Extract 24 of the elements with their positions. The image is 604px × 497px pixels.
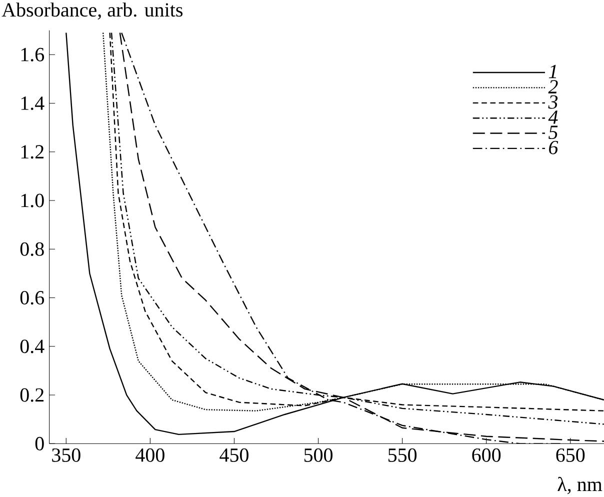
- legend-label: 5: [548, 126, 558, 140]
- legend-label: 4: [548, 110, 558, 124]
- x-tick-label: 600: [472, 448, 501, 462]
- y-tick-label: 0.8: [20, 242, 44, 256]
- legend-label: 2: [548, 80, 558, 94]
- y-tick-label: 0.2: [20, 388, 44, 402]
- y-tick-label: 1.4: [21, 96, 44, 110]
- y-tick-label: 0.6: [20, 290, 44, 305]
- legend-label: 1: [548, 64, 556, 78]
- y-tick-label: 1.2: [21, 145, 44, 159]
- y-tick-label: 0: [35, 436, 44, 450]
- x-tick-label: 650: [556, 448, 585, 462]
- x-tick-label: 350: [52, 448, 80, 462]
- x-tick-label: 500: [304, 448, 333, 462]
- y-tick-label: 0.4: [20, 340, 44, 354]
- x-tick-label: 400: [136, 448, 164, 462]
- x-axis-title: λ, nm: [558, 476, 602, 494]
- x-tick-label: 450: [220, 448, 248, 462]
- x-tick-label: 550: [388, 448, 417, 462]
- legend-label: 3: [548, 95, 558, 109]
- y-tick-label: 1.0: [21, 194, 44, 208]
- y-axis-title: Absorbance, arb. units: [2, 2, 182, 20]
- legend-label: 6: [549, 140, 558, 154]
- y-tick-label: 1.6: [21, 48, 44, 62]
